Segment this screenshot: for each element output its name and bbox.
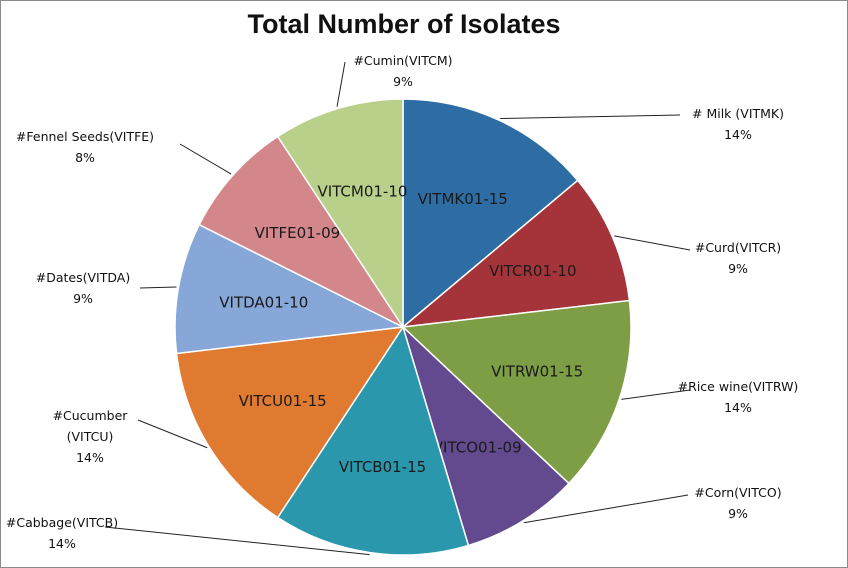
slice-label: VITFE01-09 <box>255 224 341 242</box>
callout-category: #Fennel Seeds(VITFE) <box>16 129 154 144</box>
slice-label: VITMK01-15 <box>418 190 508 208</box>
callout-category: # Milk (VITMK) <box>692 106 784 121</box>
slice-label: VITRW01-15 <box>491 362 583 380</box>
pie-slice <box>402 98 579 329</box>
callout-percent: 14% <box>76 450 104 465</box>
slice-label: VITCO01-09 <box>433 438 522 456</box>
callout-percent: 9% <box>73 291 93 306</box>
leader-line <box>621 389 691 400</box>
callout-percent: 8% <box>75 150 95 165</box>
pie-slice <box>276 98 404 330</box>
pie-slice <box>400 179 631 329</box>
callout-category: #Curd(VITCR) <box>695 240 781 255</box>
pie-slice <box>276 325 470 556</box>
pie-slice <box>174 223 406 355</box>
leader-line <box>139 286 177 289</box>
callout-percent: 14% <box>724 127 752 142</box>
slice-label: VITCU01-15 <box>239 392 327 410</box>
leader-line <box>137 419 208 449</box>
leader-line <box>336 61 346 107</box>
callout-category: #Cabbage(VITCB) <box>6 515 118 530</box>
leader-line <box>523 494 689 524</box>
slice-label: VITDA01-10 <box>219 293 308 311</box>
callout-category: #Rice wine(VITRW) <box>678 379 799 394</box>
pie-slice <box>198 135 406 329</box>
callout-category: (VITCU) <box>67 429 114 444</box>
pie-slice <box>401 299 632 485</box>
callout-percent: 14% <box>48 536 76 551</box>
pie-slice <box>175 326 405 519</box>
callout-percent: 9% <box>728 261 748 276</box>
leader-line <box>104 526 370 556</box>
callout-category: #Cumin(VITCM) <box>353 53 452 68</box>
slice-label: VITCM01-10 <box>317 183 407 201</box>
leader-line <box>500 114 681 120</box>
callout-category: #Cucumber <box>53 408 129 423</box>
callout-percent: 9% <box>728 506 748 521</box>
chart-title: Total Number of Isolates <box>247 9 561 39</box>
slice-label: VITCR01-10 <box>489 262 576 280</box>
callout-percent: 14% <box>724 400 752 415</box>
leader-line <box>614 235 691 251</box>
callout-category: #Dates(VITDA) <box>36 270 130 285</box>
pie-slice <box>401 324 570 547</box>
leader-line <box>179 143 232 175</box>
callout-percent: 9% <box>393 74 413 89</box>
slice-label: VITCB01-15 <box>339 458 426 476</box>
callout-category: #Corn(VITCO) <box>694 485 781 500</box>
